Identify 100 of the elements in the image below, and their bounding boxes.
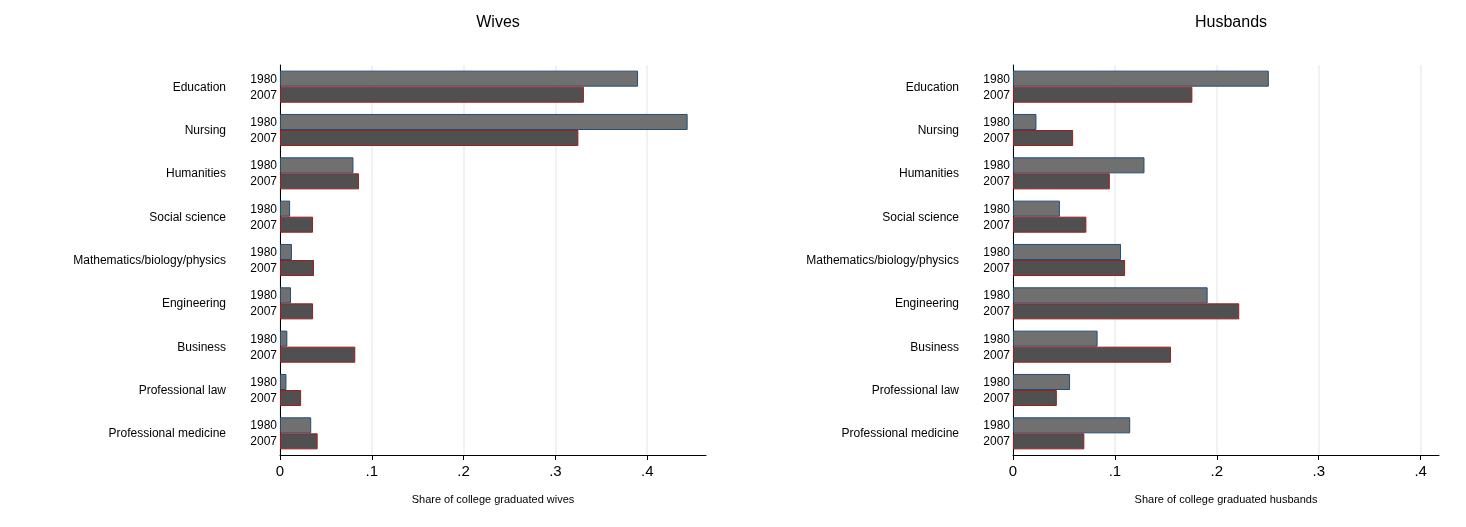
- bar: [280, 390, 302, 407]
- series-label: 2007: [250, 87, 278, 102]
- x-tick-label: 0: [275, 462, 285, 479]
- text: 2007: [250, 261, 277, 276]
- text: 1980: [983, 244, 1010, 259]
- text: 2007: [983, 347, 1010, 362]
- bar: [1013, 303, 1240, 320]
- bar: [280, 433, 318, 450]
- y-tick-label: Humanities: [165, 166, 226, 181]
- text: 2007: [250, 304, 277, 319]
- bar: [280, 346, 356, 363]
- bar: [280, 70, 639, 87]
- bar: [1013, 243, 1122, 260]
- bar: [1013, 113, 1037, 130]
- text: 2007: [250, 391, 277, 406]
- y-tick-label: Mathematics/biology/physics: [806, 253, 959, 267]
- bar: [1013, 346, 1171, 363]
- y-tick-label: Business: [177, 339, 226, 354]
- x-tick-label: .2: [1210, 462, 1224, 479]
- bar: [280, 373, 287, 390]
- bar: [1013, 433, 1085, 450]
- x-axis-title: Share of college graduated wives: [411, 492, 575, 505]
- bar: [280, 113, 688, 130]
- text: 1980: [250, 374, 277, 389]
- bar: [1013, 287, 1208, 304]
- y-tick-label: Professional medicine: [841, 426, 960, 441]
- text: 1980: [250, 201, 277, 216]
- x-tick-label: .4: [640, 462, 654, 479]
- text: 2007: [983, 391, 1010, 406]
- y-tick-label: Engineering: [894, 296, 959, 311]
- y-tick-label: Professional law: [138, 383, 227, 397]
- text: 2007: [983, 217, 1010, 232]
- text: 1980: [983, 418, 1010, 433]
- x-axis-title: Share of college graduated husbands: [1134, 492, 1318, 505]
- text: 2007: [250, 131, 277, 146]
- bar: [1013, 157, 1145, 174]
- bar: [280, 260, 314, 277]
- text: 2007: [250, 434, 277, 449]
- y-tick-label: Social science: [882, 209, 960, 224]
- text: 1980: [983, 331, 1010, 346]
- series-label: 1980: [983, 71, 1011, 86]
- bar: [1013, 216, 1087, 233]
- chart-title: Husbands: [1194, 12, 1268, 30]
- text: 1980: [983, 114, 1010, 129]
- y-tick-label: Professional law: [871, 383, 960, 397]
- x-tick-label: .3: [1312, 462, 1325, 479]
- bar: [280, 330, 288, 347]
- y-tick-label: Nursing: [917, 123, 959, 137]
- y-tick-label: Mathematics/biology/physics: [73, 253, 226, 267]
- bar: [1013, 86, 1193, 103]
- text: 2007: [250, 347, 277, 362]
- bar: [280, 157, 354, 174]
- text: 2007: [250, 174, 277, 189]
- text: 1980: [983, 374, 1010, 389]
- x-tick-label: .3: [549, 462, 562, 479]
- text: 1980: [983, 201, 1010, 216]
- x-tick-label: .4: [1414, 462, 1427, 479]
- bar: [280, 303, 314, 320]
- text: 2007: [983, 174, 1010, 189]
- series-label: 2007: [983, 87, 1011, 102]
- text: 2007: [983, 434, 1010, 449]
- bar: [280, 173, 359, 190]
- text: 1980: [250, 331, 277, 346]
- text: 1980: [983, 288, 1010, 303]
- text: 1980: [250, 244, 277, 259]
- bar: [280, 86, 584, 103]
- bar: [280, 130, 579, 147]
- y-tick-label: Humanities: [898, 166, 959, 181]
- bar: [1013, 173, 1110, 190]
- bar: [1013, 330, 1098, 347]
- bar: [280, 417, 312, 434]
- y-tick-label: Business: [910, 339, 959, 354]
- y-tick-label: Education: [905, 79, 959, 94]
- series-label: 1980: [250, 71, 278, 86]
- text: 1980: [250, 158, 277, 173]
- y-tick-label: Education: [172, 79, 226, 94]
- x-tick-label: .1: [1108, 462, 1122, 479]
- text: 1980: [250, 288, 277, 303]
- text: 2007: [983, 261, 1010, 276]
- text: 1980: [250, 114, 277, 129]
- bar: [1013, 417, 1131, 434]
- bar: [280, 287, 292, 304]
- bar: [1013, 130, 1074, 147]
- bar: [280, 216, 314, 233]
- x-tick-label: .1: [365, 462, 379, 479]
- y-tick-label: Social science: [149, 209, 227, 224]
- bar: [1013, 390, 1057, 407]
- bar: [280, 200, 291, 217]
- bar: [1013, 260, 1126, 277]
- bar: [1013, 200, 1060, 217]
- y-tick-label: Professional medicine: [108, 426, 227, 441]
- y-tick-label: Engineering: [161, 296, 226, 311]
- text: 2007: [983, 304, 1010, 319]
- bar: [280, 243, 292, 260]
- text: 1980: [983, 158, 1010, 173]
- bar: [1013, 373, 1071, 390]
- bar: [1013, 70, 1269, 87]
- text: 2007: [983, 131, 1010, 146]
- y-tick-label: Nursing: [184, 123, 226, 137]
- text: 1980: [250, 418, 277, 433]
